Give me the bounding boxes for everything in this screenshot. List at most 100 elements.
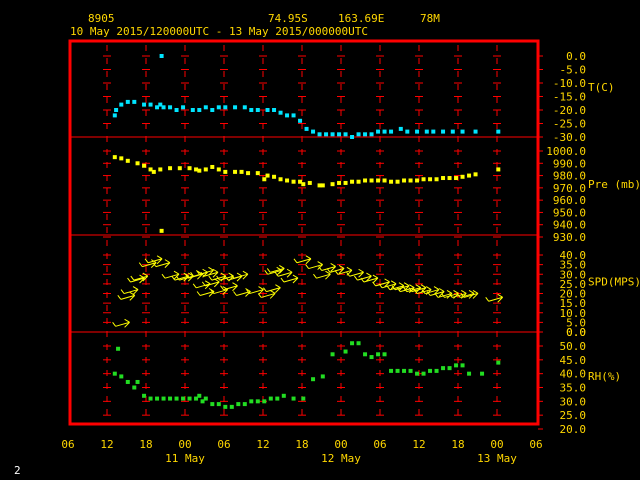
wind-arrow <box>460 289 479 299</box>
wind-arrow-path <box>120 286 139 295</box>
y-tick-label: 20.0 <box>560 423 587 436</box>
temperature-point <box>431 129 436 134</box>
rh-point <box>320 374 325 379</box>
wind-arrow <box>391 282 410 292</box>
wind-arrow <box>144 255 163 265</box>
y-tick-label: 25.0 <box>560 278 587 291</box>
time-range: 10 May 2015/120000UTC - 13 May 2015/0000… <box>70 25 368 38</box>
temperature-point <box>382 129 387 134</box>
temperature-point <box>223 105 228 110</box>
wind-arrow <box>305 261 324 270</box>
rh-point <box>181 396 186 401</box>
y-tick-label: 0.0 <box>566 50 586 63</box>
pressure-point <box>285 178 290 183</box>
wind-arrow <box>346 268 364 278</box>
wind-arrow-path <box>280 274 299 284</box>
wind-arrow-path <box>127 274 145 284</box>
pressure-point <box>317 183 322 188</box>
x-date-label: 11 May <box>165 452 205 465</box>
temperature-point <box>350 135 355 139</box>
data-marks <box>112 54 504 409</box>
pressure-point <box>460 174 465 179</box>
rh-point <box>168 396 173 401</box>
temperature-point <box>317 132 322 137</box>
temperature-point <box>369 132 374 137</box>
rh-point <box>350 341 355 346</box>
wind-arrow <box>175 272 194 282</box>
temperature-point <box>197 108 202 112</box>
pressure-point <box>415 178 420 183</box>
rh-point <box>197 393 202 398</box>
temperature-point <box>142 102 147 107</box>
rh-point <box>496 360 501 365</box>
wind-arrow <box>293 255 312 265</box>
temperature-point <box>441 129 446 134</box>
wind-arrow-path <box>130 272 149 282</box>
wind-arrow <box>120 286 139 295</box>
pressure-point <box>402 178 407 183</box>
wind-arrow-path <box>274 268 293 278</box>
y-tick-label: -30.0 <box>553 131 586 144</box>
wind-arrow <box>448 289 467 299</box>
pressure-point <box>119 156 124 161</box>
pressure-point <box>272 174 277 179</box>
pressure-point <box>142 163 147 168</box>
pressure-point <box>262 177 267 182</box>
temperature-point <box>311 129 316 134</box>
pressure-point <box>239 169 244 174</box>
rh-point <box>311 377 316 382</box>
pressure-point <box>363 178 368 183</box>
wind-arrow <box>200 268 219 278</box>
rh-point <box>467 371 472 376</box>
axes: 0.0-5.0-10.0-15.0-20.0-25.0-30.0T(C)1000… <box>61 39 640 465</box>
wind-arrow-path <box>305 261 324 270</box>
wind-arrow <box>334 266 353 276</box>
pressure-point <box>177 166 182 171</box>
temperature-point <box>161 105 166 110</box>
pressure-point <box>376 178 381 183</box>
x-tick-label: 06 <box>217 438 230 451</box>
wind-arrow-path <box>396 284 415 294</box>
pressure-point <box>301 182 306 187</box>
x-tick-label: 12 <box>100 438 113 451</box>
wind-arrow <box>326 264 345 274</box>
wind-arrow <box>196 288 215 297</box>
pressure-point <box>223 169 228 174</box>
wind-arrow-path <box>391 282 410 292</box>
y-tick-label: 10.0 <box>560 307 587 320</box>
pressure-point <box>298 179 303 184</box>
panel-label-wind: SPD(MPS) <box>588 276 640 289</box>
wind-arrow <box>201 278 220 288</box>
page-number: 2 <box>14 464 21 477</box>
rh-point <box>460 363 465 368</box>
wind-arrow <box>263 284 281 294</box>
wind-arrow-path <box>266 264 285 274</box>
station-elev: 78M <box>420 12 440 25</box>
wind-arrow-path <box>434 289 453 299</box>
temperature-point <box>278 110 283 115</box>
pressure-point <box>187 166 192 171</box>
rh-point <box>402 368 407 373</box>
wind-arrow <box>456 289 475 299</box>
temperature-point <box>324 132 329 137</box>
pressure-point <box>395 179 400 184</box>
temperature-point <box>233 105 238 110</box>
wind-arrow <box>233 288 251 297</box>
pressure-point <box>408 178 413 183</box>
y-tick-label: -5.0 <box>560 64 587 77</box>
wind-arrow-path <box>161 270 180 280</box>
wind-arrow-path <box>426 288 445 297</box>
wind-arrow <box>434 289 453 299</box>
wind-arrow-path <box>175 272 194 282</box>
plot-frame <box>68 39 540 426</box>
pressure-point <box>389 179 394 184</box>
rh-point <box>119 374 124 379</box>
temperature-point <box>265 108 270 112</box>
y-tick-label: 970.0 <box>553 182 586 195</box>
pressure-point <box>112 155 117 160</box>
wind-arrow <box>274 268 293 278</box>
rh-point <box>343 349 348 354</box>
wind-arrow <box>426 288 445 297</box>
rh-point <box>395 368 400 373</box>
pressure-point <box>454 176 459 181</box>
